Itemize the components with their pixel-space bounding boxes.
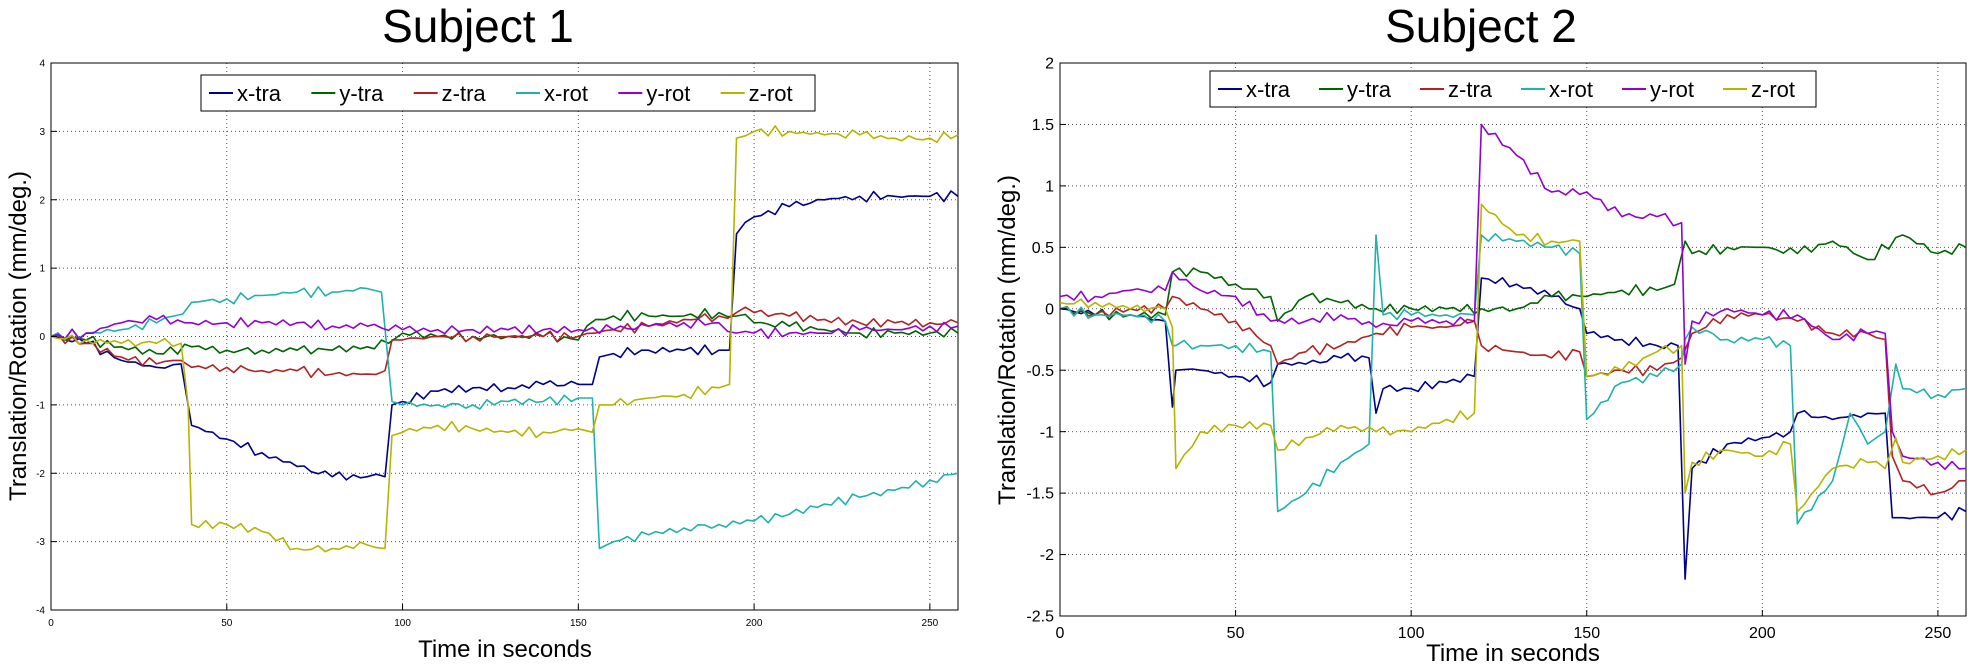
series-line-z-tra (1059, 295, 1966, 496)
series-line-y-tra (50, 308, 959, 355)
tick-labels: 0 50 100 150 200 250 -2.5 -2 -1.5 -1 -0.5 0 0.5 1 1.5 2 (1026, 56, 1951, 642)
series-line-x-tra (50, 190, 959, 481)
y-tick-label: 1 (1045, 178, 1054, 195)
grid (1060, 63, 1966, 616)
series-line-y-rot (1059, 123, 1967, 470)
x-tick-label: 150 (570, 618, 587, 629)
tick-labels: 0 50 100 150 200 250 -4 -3 -2 -1 0 1 2 3 4 (36, 59, 939, 630)
x-tick-label: 250 (922, 618, 939, 629)
y-tick-label: 0 (1045, 301, 1054, 318)
y-tick-label: -2 (36, 469, 45, 480)
x-tick-label: 150 (1573, 625, 1600, 642)
series-line-z-tra (50, 306, 959, 379)
y-tick-label: -4 (36, 606, 45, 617)
y-tick-label: 0 (39, 332, 45, 343)
x-tick-label: 200 (746, 618, 763, 629)
y-tick-label: 2 (39, 195, 45, 206)
chart-title: Subject 1 (382, 0, 574, 52)
y-tick-label: -1 (36, 400, 45, 411)
x-tick-label: 100 (1398, 625, 1425, 642)
x-tick-label: 0 (48, 618, 54, 629)
y-tick-label: -0.5 (1026, 363, 1054, 380)
x-tick-label: 250 (1925, 625, 1952, 642)
series-layer (50, 125, 959, 553)
y-tick-label: -2.5 (1026, 609, 1054, 626)
legend-box (1209, 70, 1817, 108)
legend: x-tra y-tra z-tra x-rot y-rot z-rot (1209, 70, 1817, 108)
legend-label-y-rot: y-rot (1650, 77, 1694, 102)
series-line-z-rot (50, 125, 959, 553)
y-tick-label: -3 (36, 537, 45, 548)
x-tick-label: 200 (1749, 625, 1776, 642)
y-tick-label: 1 (39, 264, 45, 275)
y-tick-label: 2 (1045, 56, 1054, 73)
series-line-x-tra (1059, 277, 1967, 580)
y-tick-label: -1 (1040, 424, 1054, 441)
x-axis-label: Time in seconds (1426, 640, 1600, 665)
legend-label-z-rot: z-rot (1751, 77, 1795, 102)
y-tick-label: -2 (1040, 547, 1054, 564)
y-tick-label: 3 (39, 127, 45, 138)
chart-subject-2: Subject 2 0 50 100 150 200 250 -2.5 -2 -1.5 -1 -0.… (994, 0, 1967, 665)
series-line-x-rot (50, 286, 959, 550)
y-tick-label: 4 (39, 59, 45, 70)
legend-label-y-tra: y-tra (339, 81, 384, 106)
series-line-y-tra (1059, 234, 1967, 322)
x-tick-label: 0 (1056, 625, 1065, 642)
series-line-z-rot (1059, 203, 1967, 513)
x-axis-label: Time in seconds (418, 636, 592, 663)
y-tick-label: 0.5 (1032, 240, 1054, 257)
y-tick-label: -1.5 (1026, 486, 1054, 503)
y-axis-label: Translation/Rotation (mm/deg.) (5, 171, 32, 501)
x-tick-label: 50 (221, 618, 233, 629)
plot-frame (1059, 62, 1967, 617)
legend-label-z-tra: z-tra (442, 81, 487, 106)
legend-box (200, 74, 816, 112)
y-axis-label: Translation/Rotation (mm/deg.) (994, 175, 1021, 505)
legend-label-y-rot: y-rot (646, 81, 690, 106)
series-line-y-rot (50, 314, 959, 340)
series-layer (1059, 123, 1967, 580)
legend-label-x-tra: x-tra (237, 81, 282, 106)
legend-label-y-tra: y-tra (1347, 77, 1392, 102)
legend-label-x-rot: x-rot (1549, 77, 1593, 102)
legend-label-x-rot: x-rot (544, 81, 588, 106)
legend-label-z-tra: z-tra (1448, 77, 1493, 102)
series-line-x-rot (1059, 233, 1967, 525)
legend-label-x-tra: x-tra (1246, 77, 1291, 102)
legend: x-tra y-tra z-tra x-rot y-rot z-rot (200, 74, 816, 112)
y-tick-label: 1.5 (1032, 117, 1054, 134)
x-tick-label: 50 (1227, 625, 1245, 642)
x-tick-label: 100 (394, 618, 411, 629)
legend-label-z-rot: z-rot (749, 81, 793, 106)
chart-title: Subject 2 (1385, 0, 1577, 52)
chart-subject-1: Subject 1 0 50 100 150 200 250 -4 -3 -2 -1 0 1 2 3 4 x… (5, 0, 959, 663)
